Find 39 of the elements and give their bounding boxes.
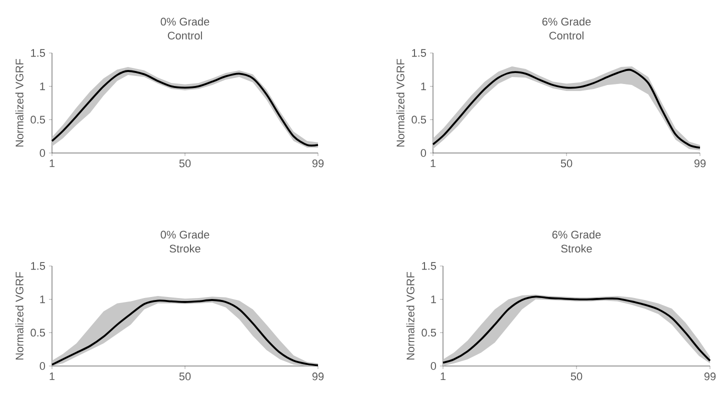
y-tick-label: 0.5 xyxy=(30,116,46,124)
y-axis-title: Normalized VGRF xyxy=(396,59,404,147)
y-tick-label: 0 xyxy=(430,362,436,370)
y-axis-title: Normalized VGRF xyxy=(406,272,414,360)
y-tick-label: 1 xyxy=(40,296,45,304)
y-tick-label: 1 xyxy=(431,296,436,304)
x-tick-label: 50 xyxy=(570,372,582,380)
chart-title: 0% Grade xyxy=(160,18,210,26)
y-tick-label: 0 xyxy=(40,149,46,157)
chart-title: 6% Grade xyxy=(552,230,601,239)
y-tick-label: 0 xyxy=(420,149,426,157)
y-axis-title: Normalized VGRF xyxy=(15,272,24,360)
y-tick-label: 1.5 xyxy=(422,262,436,270)
chart-subtitle: Control xyxy=(168,31,202,40)
chart-title: 6% Grade xyxy=(542,18,591,26)
y-tick-label: 0 xyxy=(40,362,46,370)
y-tick-label: 1.5 xyxy=(412,49,426,57)
y-tick-label: 1.5 xyxy=(31,262,46,270)
chart-title: 0% Grade xyxy=(160,230,210,239)
y-axis-title: Normalized VGRF xyxy=(15,59,24,147)
y-tick-label: 0.5 xyxy=(30,328,46,337)
chart-subtitle: Stroke xyxy=(170,244,200,253)
x-tick-label: 99 xyxy=(694,160,706,168)
x-tick-label: 50 xyxy=(560,160,572,168)
x-tick-label: 1 xyxy=(50,160,55,168)
y-tick-label: 0.5 xyxy=(422,328,436,337)
y-tick-label: 1.5 xyxy=(31,49,46,57)
x-tick-label: 99 xyxy=(312,160,324,168)
y-tick-label: 0.5 xyxy=(412,116,426,124)
x-tick-label: 50 xyxy=(179,372,191,380)
x-tick-label: 1 xyxy=(440,372,446,380)
x-tick-label: 99 xyxy=(704,372,716,380)
x-tick-label: 99 xyxy=(312,372,324,380)
x-tick-label: 1 xyxy=(50,372,55,380)
y-tick-label: 1 xyxy=(421,82,426,90)
x-tick-label: 50 xyxy=(179,160,191,168)
chart-subtitle: Control xyxy=(549,31,584,40)
chart-subtitle: Stroke xyxy=(561,244,592,253)
y-tick-label: 1 xyxy=(40,82,45,90)
